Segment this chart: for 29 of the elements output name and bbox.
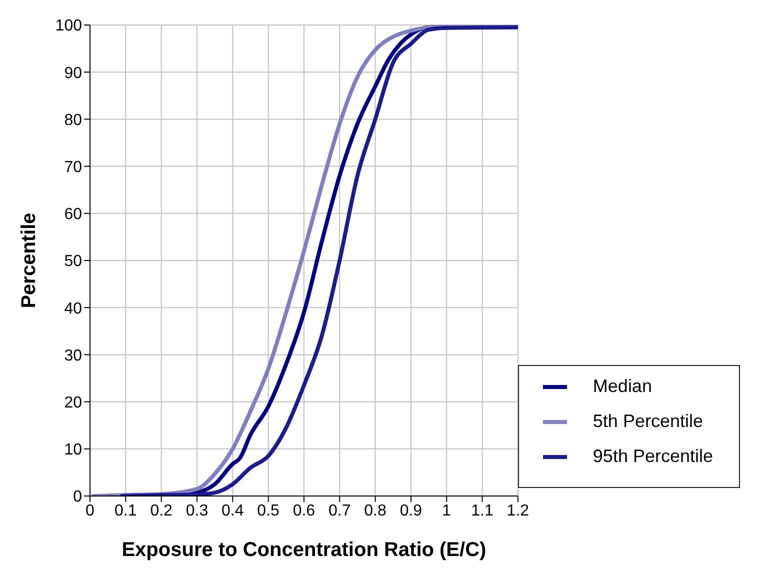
y-tick-label: 50 <box>64 253 82 270</box>
y-tick-label: 90 <box>64 64 82 82</box>
x-tick-label: 0.4 <box>222 502 244 520</box>
y-tick-label: 30 <box>64 347 82 364</box>
legend-label: Median <box>592 376 652 397</box>
y-tick-label: 10 <box>64 442 82 459</box>
y-tick-label: 60 <box>64 206 82 224</box>
y-tick-label: 0 <box>73 488 82 506</box>
x-tick-label: 0.1 <box>114 502 137 520</box>
x-tick-label: 1 <box>442 502 452 520</box>
x-tick-label: 0.7 <box>328 502 351 520</box>
x-tick-label: 1.2 <box>506 502 530 520</box>
x-tick-label: 0.3 <box>186 502 208 520</box>
y-tick-label: 20 <box>64 394 82 412</box>
y-axis-title: Percentile <box>18 212 40 308</box>
x-tick-label: 0.5 <box>257 502 280 520</box>
x-tick-label: 0.6 <box>292 502 316 520</box>
y-tick-label: 100 <box>55 18 82 35</box>
x-axis-title: Exposure to Concentration Ratio (E/C) <box>122 539 486 561</box>
y-tick-label: 40 <box>64 300 82 318</box>
x-tick-label: 1.1 <box>471 502 494 520</box>
y-tick-label: 70 <box>64 158 82 176</box>
legend-label: 95th Percentile <box>592 446 713 467</box>
x-tick-label: 0 <box>86 502 95 520</box>
x-tick-label: 0.2 <box>150 502 173 520</box>
x-tick-label: 0.9 <box>400 502 422 520</box>
y-tick-label: 80 <box>64 112 82 129</box>
x-tick-label: 0.8 <box>364 502 386 520</box>
legend-label: 5th Percentile <box>592 411 703 432</box>
